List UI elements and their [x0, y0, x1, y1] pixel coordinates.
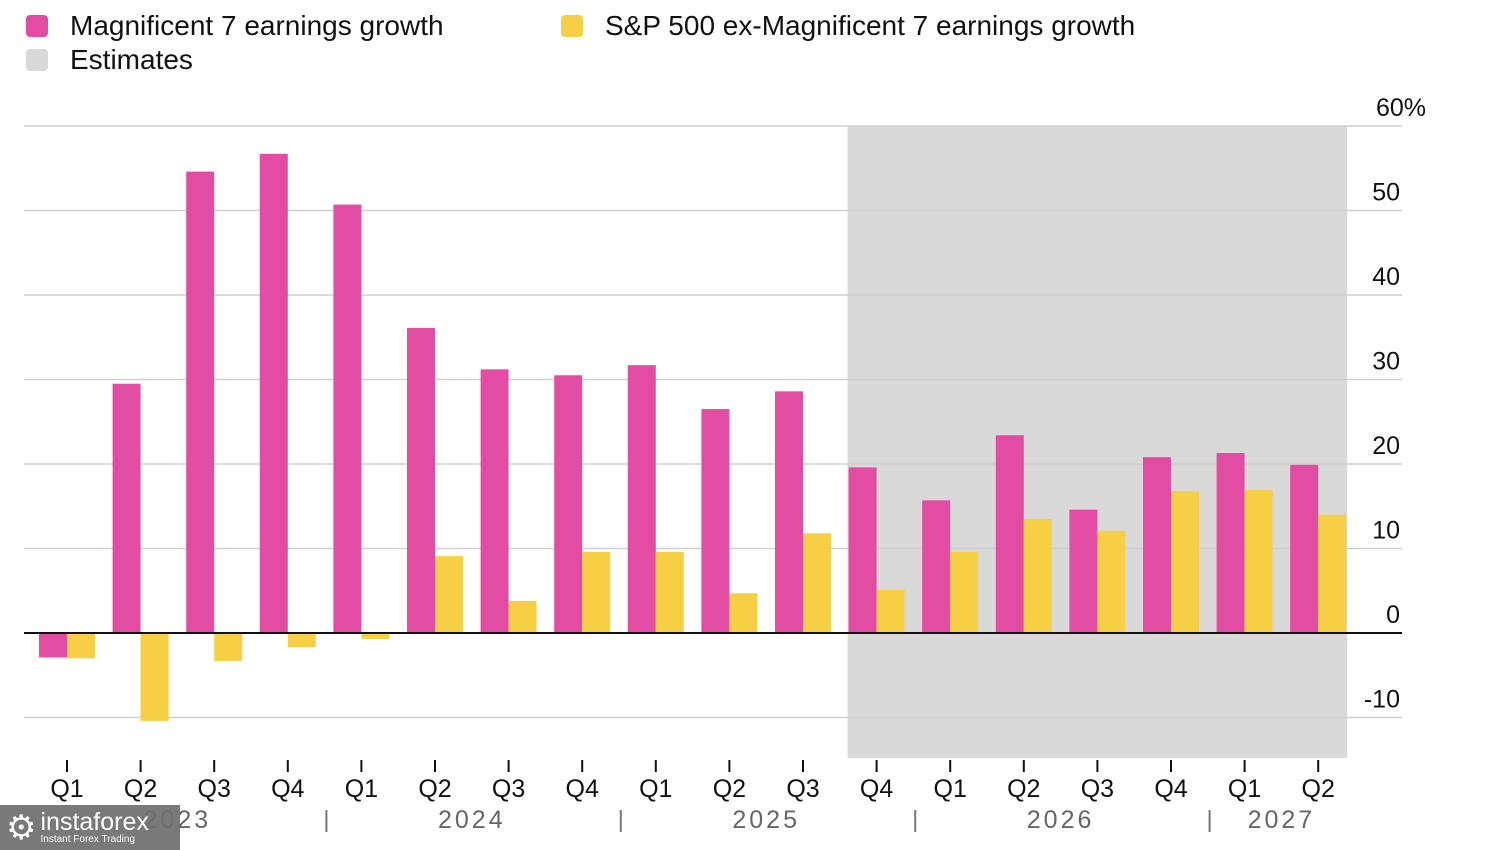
bar-sp500-ex-mag7-7	[582, 551, 611, 633]
bar-magnificent-7-2	[186, 171, 215, 633]
x-tick-label: Q4	[1154, 775, 1187, 803]
bar-sp500-ex-mag7-0	[67, 633, 95, 659]
x-tick-label: Q1	[639, 775, 672, 803]
bar-magnificent-7-9	[701, 409, 730, 633]
bar-magnificent-7-14	[1069, 509, 1098, 633]
bar-sp500-ex-mag7-11	[876, 589, 905, 633]
bar-magnificent-7-4	[333, 204, 362, 633]
y-tick-label: 60%	[1376, 94, 1426, 122]
gridlines	[24, 125, 1402, 719]
bar-sp500-ex-mag7-1	[140, 633, 169, 721]
legend-swatch-sp500-ex-mag7	[561, 15, 583, 37]
year-label-2024: 2024	[438, 806, 506, 834]
bar-magnificent-7-16	[1216, 453, 1245, 633]
x-tick-label: Q1	[1228, 775, 1261, 803]
bar-magnificent-7-13	[995, 435, 1024, 633]
bar-sp500-ex-mag7-3	[287, 633, 316, 648]
bars	[39, 153, 1347, 721]
bar-magnificent-7-5	[407, 327, 435, 633]
bar-sp500-ex-mag7-4	[361, 633, 390, 639]
bar-magnificent-7-17	[1290, 464, 1319, 633]
y-axis: 60% 50 40 30 20 10 0 -10	[1364, 94, 1426, 714]
legend-item-sp500-ex-mag7: S&P 500 ex-Magnificent 7 earnings growth	[561, 10, 1135, 42]
bar-sp500-ex-mag7-8	[655, 551, 684, 633]
bar-sp500-ex-mag7-9	[729, 593, 758, 633]
x-tick-label: Q3	[786, 775, 819, 803]
legend-item-magnificent-7: Magnificent 7 earnings growth	[26, 10, 444, 42]
estimates-shading	[847, 126, 1348, 758]
x-tick-label: Q4	[271, 775, 304, 803]
legend-item-estimates: Estimates	[26, 44, 193, 76]
gear-logo-icon: ⚙	[6, 808, 37, 847]
bar-sp500-ex-mag7-15	[1171, 491, 1199, 633]
watermark-tagline: Instant Forex Trading	[40, 833, 135, 845]
x-axis: Q1Q2Q3Q4Q1Q2Q3Q4Q1Q2Q3Q4Q1Q2Q3Q4Q1Q22023…	[50, 760, 1335, 834]
estimates-shading-layer	[847, 126, 1348, 758]
x-tick-label: Q4	[566, 775, 599, 803]
bar-magnificent-7-12	[922, 500, 951, 633]
watermark-brand: instaforex	[40, 807, 149, 836]
bar-magnificent-7-1	[112, 383, 141, 633]
x-tick-label: Q3	[198, 775, 231, 803]
x-tick-label: Q1	[50, 775, 83, 803]
legend-swatch-estimates	[26, 49, 48, 71]
bar-sp500-ex-mag7-5	[435, 556, 463, 633]
bar-sp500-ex-mag7-12	[950, 551, 979, 633]
year-label-2026: 2026	[1027, 806, 1095, 834]
x-tick-label: Q2	[418, 775, 451, 803]
x-tick-label: Q1	[934, 775, 967, 803]
legend-swatch-magnificent-7	[26, 15, 48, 37]
x-tick-label: Q2	[1007, 775, 1040, 803]
x-tick-label: Q3	[1081, 775, 1114, 803]
legend-label-magnificent-7: Magnificent 7 earnings growth	[70, 10, 444, 41]
y-tick-label: 40	[1372, 263, 1400, 291]
y-tick-label: 30	[1372, 348, 1400, 376]
legend-label-sp500-ex-mag7: S&P 500 ex-Magnificent 7 earnings growth	[605, 10, 1136, 41]
y-tick-label: -10	[1364, 686, 1400, 714]
year-label-2025: 2025	[732, 806, 800, 834]
x-tick-label: Q1	[345, 775, 378, 803]
bar-sp500-ex-mag7-6	[508, 600, 537, 633]
year-label-2027: 2027	[1248, 806, 1316, 834]
bar-magnificent-7-11	[848, 467, 877, 633]
x-tick-label: Q2	[124, 775, 157, 803]
legend-label-estimates: Estimates	[70, 44, 193, 75]
bar-sp500-ex-mag7-10	[803, 533, 831, 633]
bar-magnificent-7-8	[627, 365, 656, 633]
bar-magnificent-7-15	[1143, 457, 1171, 633]
y-tick-label: 50	[1372, 179, 1400, 207]
watermark: ⚙ instaforex Instant Forex Trading	[0, 805, 180, 850]
bar-sp500-ex-mag7-2	[214, 633, 243, 661]
x-tick-label: Q3	[492, 775, 525, 803]
bar-sp500-ex-mag7-14	[1097, 530, 1126, 633]
x-tick-label: Q2	[713, 775, 746, 803]
bar-sp500-ex-mag7-17	[1318, 514, 1347, 633]
bar-magnificent-7-0	[39, 633, 67, 658]
x-tick-label: Q2	[1302, 775, 1335, 803]
bar-magnificent-7-3	[259, 153, 288, 633]
y-tick-label: 20	[1372, 432, 1400, 460]
bar-magnificent-7-10	[775, 391, 803, 633]
bar-sp500-ex-mag7-13	[1023, 518, 1052, 633]
bar-magnificent-7-7	[554, 375, 583, 633]
bar-sp500-ex-mag7-16	[1244, 490, 1273, 633]
y-tick-label: 0	[1386, 601, 1400, 629]
bar-magnificent-7-6	[480, 369, 509, 633]
x-tick-label: Q4	[860, 775, 893, 803]
y-tick-label: 10	[1372, 517, 1400, 545]
